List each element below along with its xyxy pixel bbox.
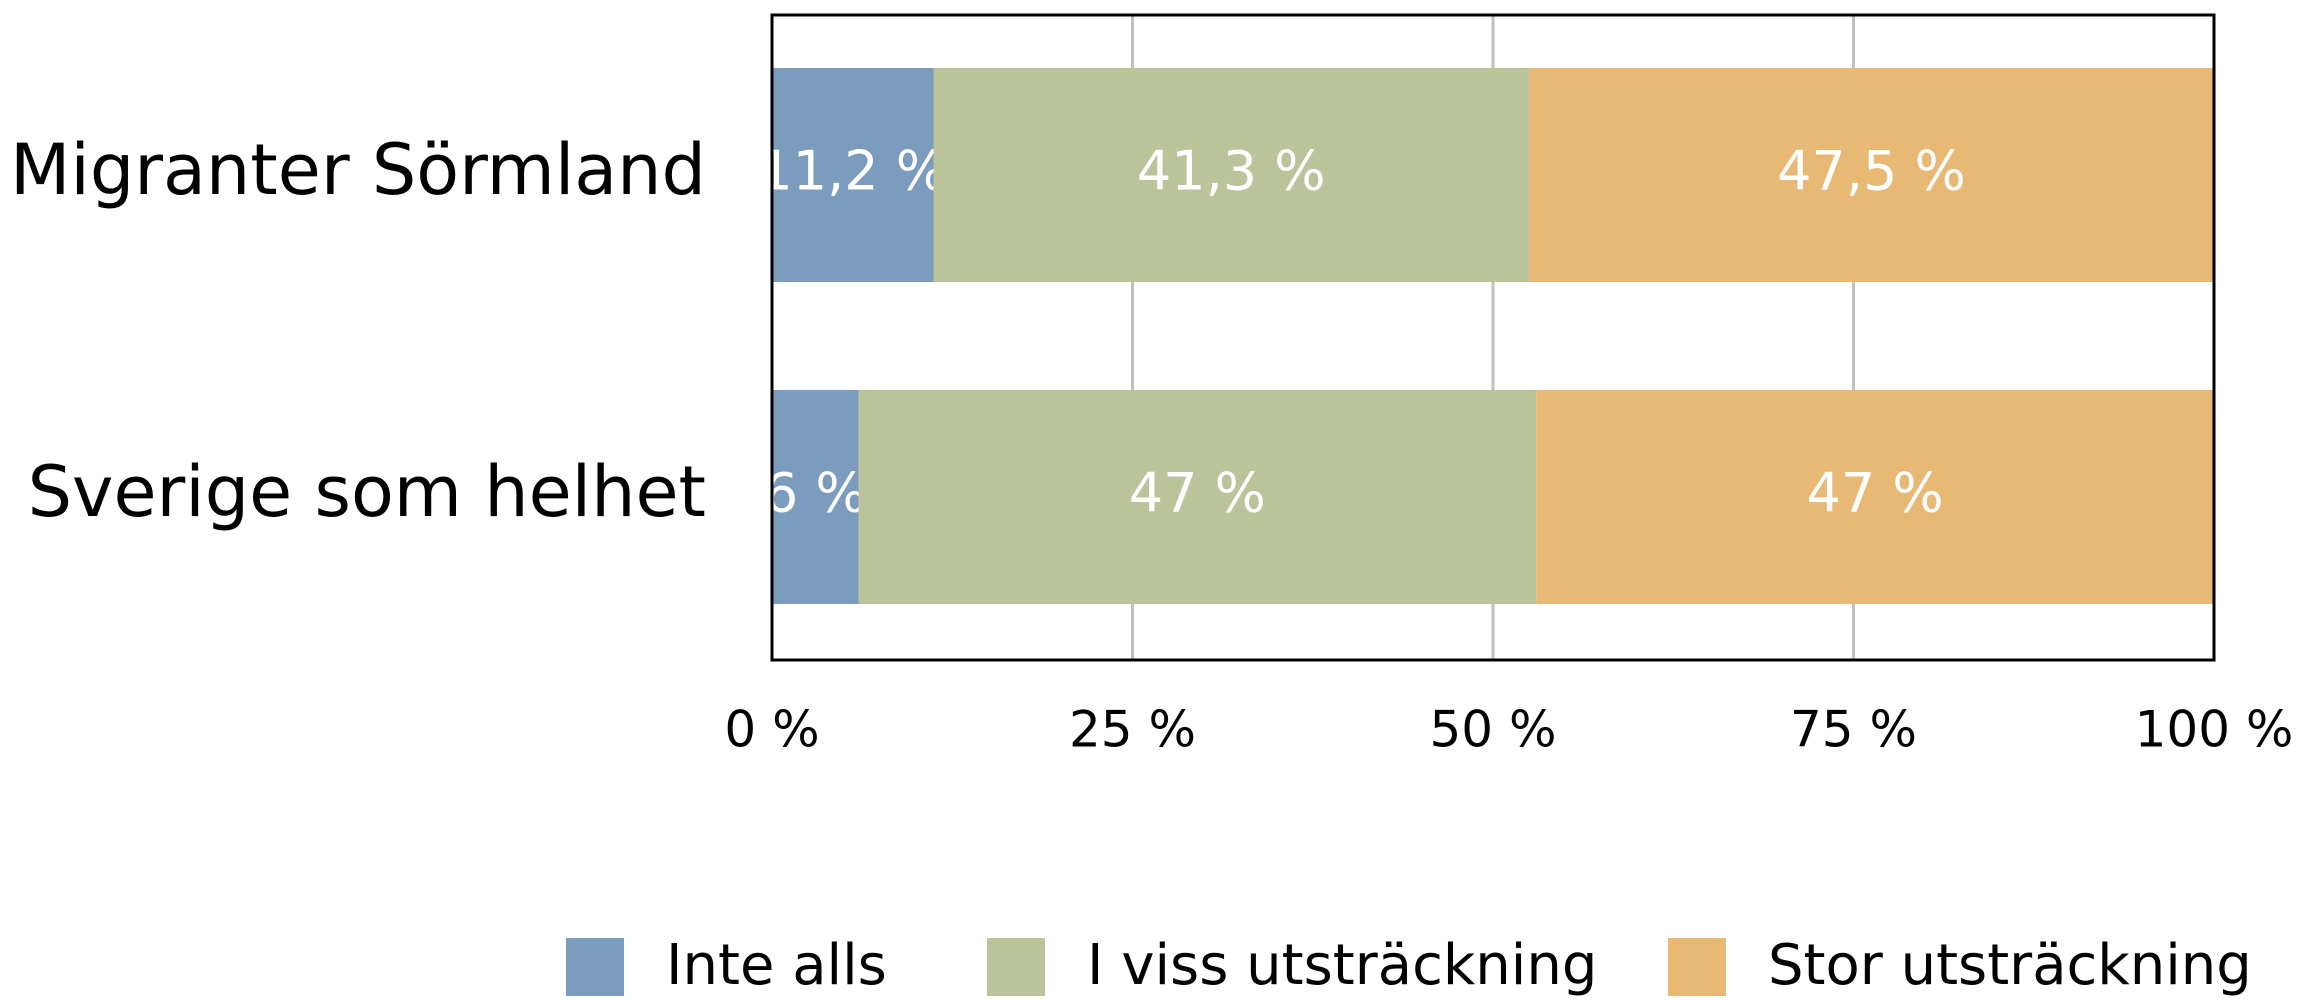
plot-frame xyxy=(770,13,2216,662)
legend-swatch xyxy=(1668,938,1726,996)
bar-segment xyxy=(772,390,859,604)
bar-segment xyxy=(858,390,1537,604)
x-tick-label: 25 % xyxy=(1069,701,1196,759)
data-label: 47 % xyxy=(1807,462,1944,525)
data-label: 11,2 % xyxy=(758,140,947,203)
legend-swatch xyxy=(987,938,1045,996)
data-label: 6 % xyxy=(764,462,867,525)
bar-segment xyxy=(933,68,1530,282)
x-tick-label: 75 % xyxy=(1790,701,1917,759)
legend-label: Stor utsträckning xyxy=(1768,933,2252,998)
x-tick-label: 100 % xyxy=(2135,701,2294,759)
y-tick-label: Sverige som helhet xyxy=(28,451,706,533)
legend-swatch xyxy=(566,938,624,996)
data-label: 41,3 % xyxy=(1137,140,1326,203)
x-tick-label: 50 % xyxy=(1429,701,1556,759)
x-tick-label: 0 % xyxy=(724,701,819,759)
bar-segment xyxy=(1529,68,2214,282)
y-tick-label: Migranter Sörmland xyxy=(10,129,706,211)
legend-label: I viss utsträckning xyxy=(1087,933,1597,998)
bar-segment xyxy=(772,68,934,282)
legend-label: Inte alls xyxy=(666,933,887,998)
data-label: 47 % xyxy=(1129,462,1266,525)
data-label: 47,5 % xyxy=(1777,140,1966,203)
bar-segment xyxy=(1536,390,2214,604)
